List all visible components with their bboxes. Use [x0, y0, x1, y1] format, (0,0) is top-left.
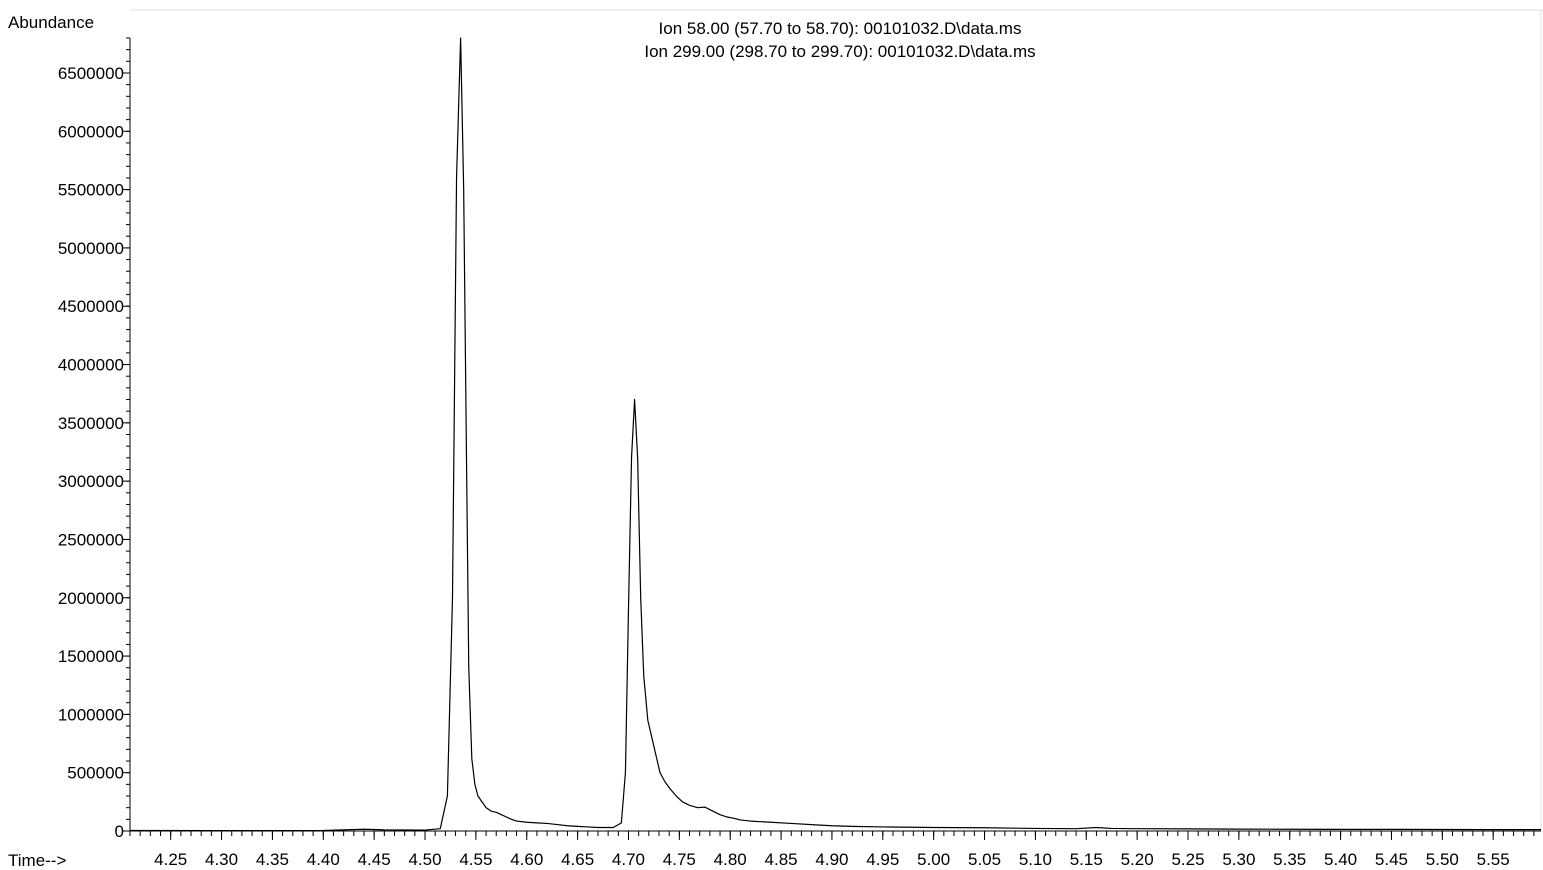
- x-tick-label: 5.50: [1426, 850, 1459, 869]
- y-tick-label: 1500000: [58, 647, 124, 666]
- y-minor-ticks: [126, 37, 130, 832]
- x-tick-label: 5.05: [968, 850, 1001, 869]
- y-tick-label: 2500000: [58, 530, 124, 549]
- y-tick-label: 4000000: [58, 356, 124, 375]
- y-tick-label: 5500000: [58, 181, 124, 200]
- y-tick-label: 2000000: [58, 589, 124, 608]
- x-tick-label: 4.55: [459, 850, 492, 869]
- y-tick-label: 6000000: [58, 122, 124, 141]
- x-tick-label: 4.70: [612, 850, 645, 869]
- y-tick-label: 0: [115, 822, 124, 841]
- x-tick-label: 5.00: [917, 850, 950, 869]
- x-tick-label: 4.80: [714, 850, 747, 869]
- x-tick-label: 4.30: [205, 850, 238, 869]
- x-tick-label: 5.45: [1375, 850, 1408, 869]
- x-tick-label: 4.90: [815, 850, 848, 869]
- x-minor-ticks: [129, 831, 1535, 836]
- y-ticks: 0 500000 1000000 1500000 2000000 2500000 30000…: [58, 64, 130, 841]
- y-axis-label: Abundance: [8, 13, 94, 32]
- x-axis-label: Time-->: [8, 851, 66, 870]
- x-tick-label: 5.10: [1019, 850, 1052, 869]
- x-tick-label: 4.60: [510, 850, 543, 869]
- y-tick-label: 3000000: [58, 472, 124, 491]
- y-tick-label: 1000000: [58, 705, 124, 724]
- chromatogram-trace: [129, 37, 1541, 832]
- x-tick-label: 5.25: [1171, 850, 1204, 869]
- x-tick-label: 5.40: [1324, 850, 1357, 869]
- x-tick-label: 4.35: [256, 850, 289, 869]
- x-tick-label: 4.45: [358, 850, 391, 869]
- x-tick-label: 5.15: [1070, 850, 1103, 869]
- y-tick-label: 4500000: [58, 297, 124, 316]
- x-tick-label: 5.20: [1121, 850, 1154, 869]
- x-tick-label: 4.25: [154, 850, 187, 869]
- series-group: [129, 37, 1541, 832]
- chart-title-line-1: Ion 58.00 (57.70 to 58.70): 00101032.D\d…: [659, 19, 1022, 38]
- x-tick-label: 4.95: [866, 850, 899, 869]
- x-tick-label: 4.40: [307, 850, 340, 869]
- x-tick-label: 5.55: [1477, 850, 1510, 869]
- y-tick-label: 3500000: [58, 414, 124, 433]
- x-tick-label: 4.50: [408, 850, 441, 869]
- x-ticks: 4.25 4.30 4.35 4.40 4.45 4.50 4.55 4.60 4.65 4.70…: [154, 831, 1510, 869]
- chart-title-line-2: Ion 299.00 (298.70 to 299.70): 00101032.…: [644, 42, 1035, 61]
- x-tick-label: 5.30: [1222, 850, 1255, 869]
- y-tick-label: 5000000: [58, 239, 124, 258]
- y-tick-label: 500000: [67, 764, 124, 783]
- x-tick-label: 4.85: [765, 850, 798, 869]
- x-tick-label: 4.75: [663, 850, 696, 869]
- x-tick-label: 4.65: [561, 850, 594, 869]
- x-tick-label: 5.35: [1273, 850, 1306, 869]
- y-tick-label: 6500000: [58, 64, 124, 83]
